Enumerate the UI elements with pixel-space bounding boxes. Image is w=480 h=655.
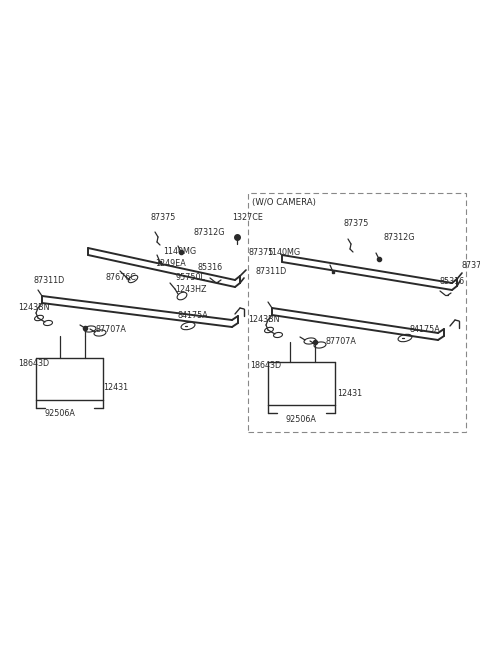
Text: 87312G: 87312G <box>193 227 225 236</box>
Text: 87311D: 87311D <box>33 276 64 284</box>
Text: 1140MG: 1140MG <box>163 248 196 257</box>
Text: 1243BN: 1243BN <box>18 303 49 312</box>
Text: 18643D: 18643D <box>250 360 281 369</box>
Text: 87707A: 87707A <box>95 326 126 335</box>
Text: 92506A: 92506A <box>286 415 316 424</box>
Text: 18643D: 18643D <box>18 358 49 367</box>
Text: 87312G: 87312G <box>383 233 415 242</box>
Text: 92506A: 92506A <box>45 409 75 419</box>
Text: 95750L: 95750L <box>175 274 205 282</box>
Text: 87311D: 87311D <box>256 267 287 276</box>
Text: 84175A: 84175A <box>177 312 208 320</box>
Text: 12431: 12431 <box>337 388 362 398</box>
Text: 87375: 87375 <box>343 219 369 227</box>
Text: 87375: 87375 <box>150 212 176 221</box>
Text: 1249EA: 1249EA <box>155 259 186 267</box>
Text: 87375: 87375 <box>248 248 274 257</box>
Text: 85316: 85316 <box>198 263 223 272</box>
Text: 1140MG: 1140MG <box>267 248 300 257</box>
Text: 84175A: 84175A <box>410 326 441 335</box>
Text: 87707A: 87707A <box>325 337 356 345</box>
Text: 1327CE: 1327CE <box>232 212 263 221</box>
Text: 12431: 12431 <box>103 383 128 392</box>
Text: 87676C: 87676C <box>106 274 137 282</box>
Text: 1243BN: 1243BN <box>248 316 279 324</box>
Text: 1243HZ: 1243HZ <box>175 284 206 293</box>
Text: 87375: 87375 <box>462 261 480 269</box>
Text: (W/O CAMERA): (W/O CAMERA) <box>252 198 316 206</box>
Text: 85316: 85316 <box>440 276 465 286</box>
